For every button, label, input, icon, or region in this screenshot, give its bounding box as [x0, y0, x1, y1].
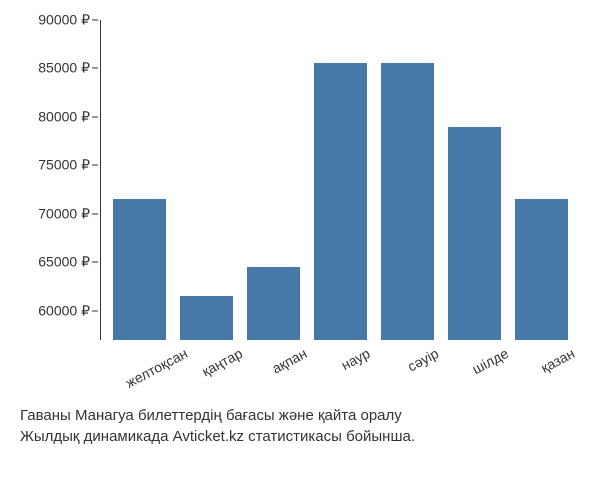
- y-tick-mark: [92, 310, 98, 311]
- x-tick-label: шілде: [470, 345, 511, 377]
- bar-slot: [441, 20, 508, 340]
- bar: [180, 296, 232, 340]
- x-tick-label: желтоқсан: [123, 345, 190, 391]
- y-tick-label: 65000 ₽: [38, 254, 90, 271]
- bar: [247, 267, 299, 340]
- x-tick-label: наур: [339, 345, 373, 373]
- bar-slot: [173, 20, 240, 340]
- bar: [381, 63, 433, 340]
- x-label-slot: наур: [307, 345, 374, 361]
- y-tick-label: 75000 ₽: [38, 157, 90, 174]
- bar: [515, 199, 567, 340]
- price-chart: 60000 ₽ 65000 ₽ 70000 ₽ 75000 ₽ 80000 ₽ 85000…: [20, 20, 580, 390]
- y-tick-mark: [92, 262, 98, 263]
- bars-container: [101, 20, 580, 340]
- x-tick-label: сәуір: [405, 345, 441, 374]
- bar-slot: [307, 20, 374, 340]
- bar: [314, 63, 366, 340]
- x-tick-label: ақпан: [269, 345, 309, 377]
- caption-line1: Гаваны Манагуа билеттердің бағасы және қ…: [20, 405, 580, 426]
- x-tick-label: қазан: [538, 345, 577, 376]
- bar-slot: [106, 20, 173, 340]
- x-tick-label: қаңтар: [199, 345, 245, 380]
- bar-slot: [508, 20, 575, 340]
- y-tick-mark: [92, 116, 98, 117]
- y-tick-mark: [92, 213, 98, 214]
- y-tick-mark: [92, 165, 98, 166]
- bar: [113, 199, 165, 340]
- x-axis-labels: желтоқсанқаңтарақпаннаурсәуіршілдеқазан: [100, 345, 580, 361]
- y-axis: 60000 ₽ 65000 ₽ 70000 ₽ 75000 ₽ 80000 ₽ 85000…: [20, 20, 100, 340]
- y-tick-label: 80000 ₽: [38, 108, 90, 125]
- y-tick-label: 70000 ₽: [38, 205, 90, 222]
- caption-line2: Жылдық динамикада Avticket.kz статистика…: [20, 426, 580, 447]
- plot-area: [100, 20, 580, 340]
- y-tick-mark: [92, 68, 98, 69]
- bar-slot: [240, 20, 307, 340]
- bar-slot: [374, 20, 441, 340]
- chart-caption: Гаваны Манагуа билеттердің бағасы және қ…: [20, 405, 580, 447]
- y-tick-mark: [92, 20, 98, 21]
- y-tick-label: 85000 ₽: [38, 60, 90, 77]
- x-label-slot: желтоқсан: [105, 345, 173, 361]
- x-label-slot: қазан: [508, 345, 575, 361]
- y-tick-label: 90000 ₽: [38, 12, 90, 29]
- y-tick-label: 60000 ₽: [38, 302, 90, 319]
- x-label-slot: ақпан: [240, 345, 307, 361]
- x-label-slot: сәуір: [374, 345, 441, 361]
- x-label-slot: шілде: [441, 345, 508, 361]
- bar: [448, 127, 500, 340]
